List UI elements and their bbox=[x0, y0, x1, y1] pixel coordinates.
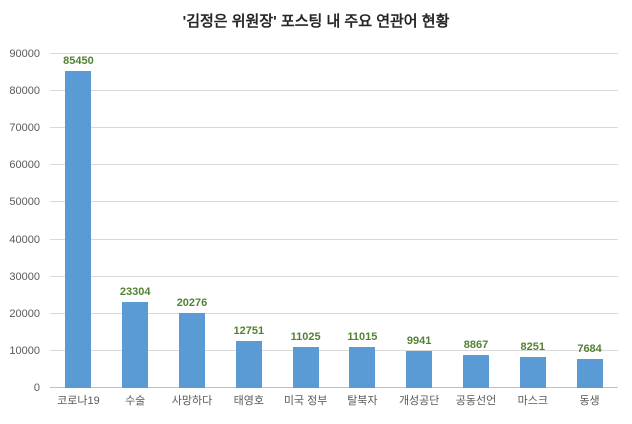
bar[interactable] bbox=[178, 312, 205, 388]
gridline bbox=[50, 127, 618, 129]
bar-column: 7684 bbox=[561, 54, 618, 388]
bar-value-label: 9941 bbox=[406, 335, 432, 348]
gridline bbox=[50, 90, 618, 92]
bar[interactable] bbox=[519, 357, 546, 388]
x-axis-labels: 코로나19 수술 사망하다 태영호 미국 정부 탈북자 개성공단 공동선언 마스크 동생 bbox=[50, 392, 618, 408]
bar[interactable] bbox=[406, 351, 433, 388]
bar-value-label: 85450 bbox=[63, 54, 94, 67]
x-tick-label: 공동선언 bbox=[455, 395, 497, 407]
bar-value-label: 23304 bbox=[119, 285, 151, 298]
gridline bbox=[50, 201, 618, 203]
y-tick-label: 50000 bbox=[9, 196, 40, 209]
y-tick-label: 30000 bbox=[9, 270, 40, 283]
x-tick-label: 탈북자 bbox=[347, 395, 378, 407]
bar-value-label: 11025 bbox=[290, 331, 321, 344]
bar-value-label: 8867 bbox=[463, 339, 489, 352]
x-tick-label: 미국 정부 bbox=[283, 395, 328, 407]
bar[interactable] bbox=[462, 355, 489, 388]
bar-column: 11015 bbox=[334, 54, 391, 388]
bar-column: 8251 bbox=[504, 54, 561, 388]
y-tick-label: 0 bbox=[33, 382, 40, 394]
y-tick-label: 60000 bbox=[9, 159, 40, 172]
x-tick-label: 수술 bbox=[125, 395, 146, 407]
gridline bbox=[50, 349, 618, 351]
bar-value-label: 20276 bbox=[176, 296, 208, 309]
bar-value-label: 12751 bbox=[233, 324, 265, 337]
x-tick-label: 동생 bbox=[579, 395, 600, 407]
x-tick-label: 마스크 bbox=[517, 395, 548, 407]
bar-column: 11025 bbox=[277, 54, 334, 388]
gridline bbox=[50, 53, 618, 54]
x-tick-label: 코로나19 bbox=[57, 395, 100, 407]
gridline bbox=[50, 275, 618, 277]
bar-column: 23304 bbox=[107, 54, 164, 388]
y-tick-label: 40000 bbox=[9, 233, 40, 246]
chart-title: '김정은 위원장' 포스팅 내 주요 연관어 현황 bbox=[182, 13, 450, 30]
bar-value-label: 11015 bbox=[347, 331, 378, 344]
bar[interactable] bbox=[349, 347, 376, 388]
x-tick-label: 사망하다 bbox=[171, 395, 213, 407]
gridline bbox=[50, 312, 618, 314]
bar-value-label: 7684 bbox=[577, 343, 602, 356]
bar-column: 12751 bbox=[220, 54, 277, 388]
bar-column: 85450 bbox=[50, 54, 107, 388]
bar[interactable] bbox=[235, 340, 262, 388]
y-tick-label: 90000 bbox=[9, 48, 40, 60]
y-tick-label: 20000 bbox=[9, 307, 40, 320]
x-tick-label: 태영호 bbox=[233, 395, 264, 407]
y-tick-label: 80000 bbox=[9, 85, 40, 98]
y-axis: 0 10000 20000 30000 40000 50000 60000 70000 8000… bbox=[0, 48, 44, 394]
gridline bbox=[50, 238, 618, 240]
plot-area: 85450 23304 20276 12751 11025 11015 9941 8867 82… bbox=[50, 53, 618, 388]
y-tick-label: 70000 bbox=[9, 122, 40, 135]
y-tick-label: 10000 bbox=[9, 344, 40, 357]
x-tick-label: 개성공단 bbox=[398, 395, 440, 407]
bar-column: 9941 bbox=[391, 54, 448, 388]
bar[interactable] bbox=[122, 301, 149, 388]
bar-value-label: 8251 bbox=[520, 341, 546, 354]
bar[interactable] bbox=[576, 359, 603, 388]
bar-series: 85450 23304 20276 12751 11025 11015 9941 8867 82… bbox=[50, 54, 618, 388]
bar[interactable] bbox=[65, 70, 92, 388]
bar-column: 8867 bbox=[448, 54, 505, 388]
x-axis-line bbox=[50, 387, 618, 388]
bar-column: 20276 bbox=[164, 54, 221, 388]
gridline bbox=[50, 164, 618, 166]
bar[interactable] bbox=[292, 347, 319, 388]
